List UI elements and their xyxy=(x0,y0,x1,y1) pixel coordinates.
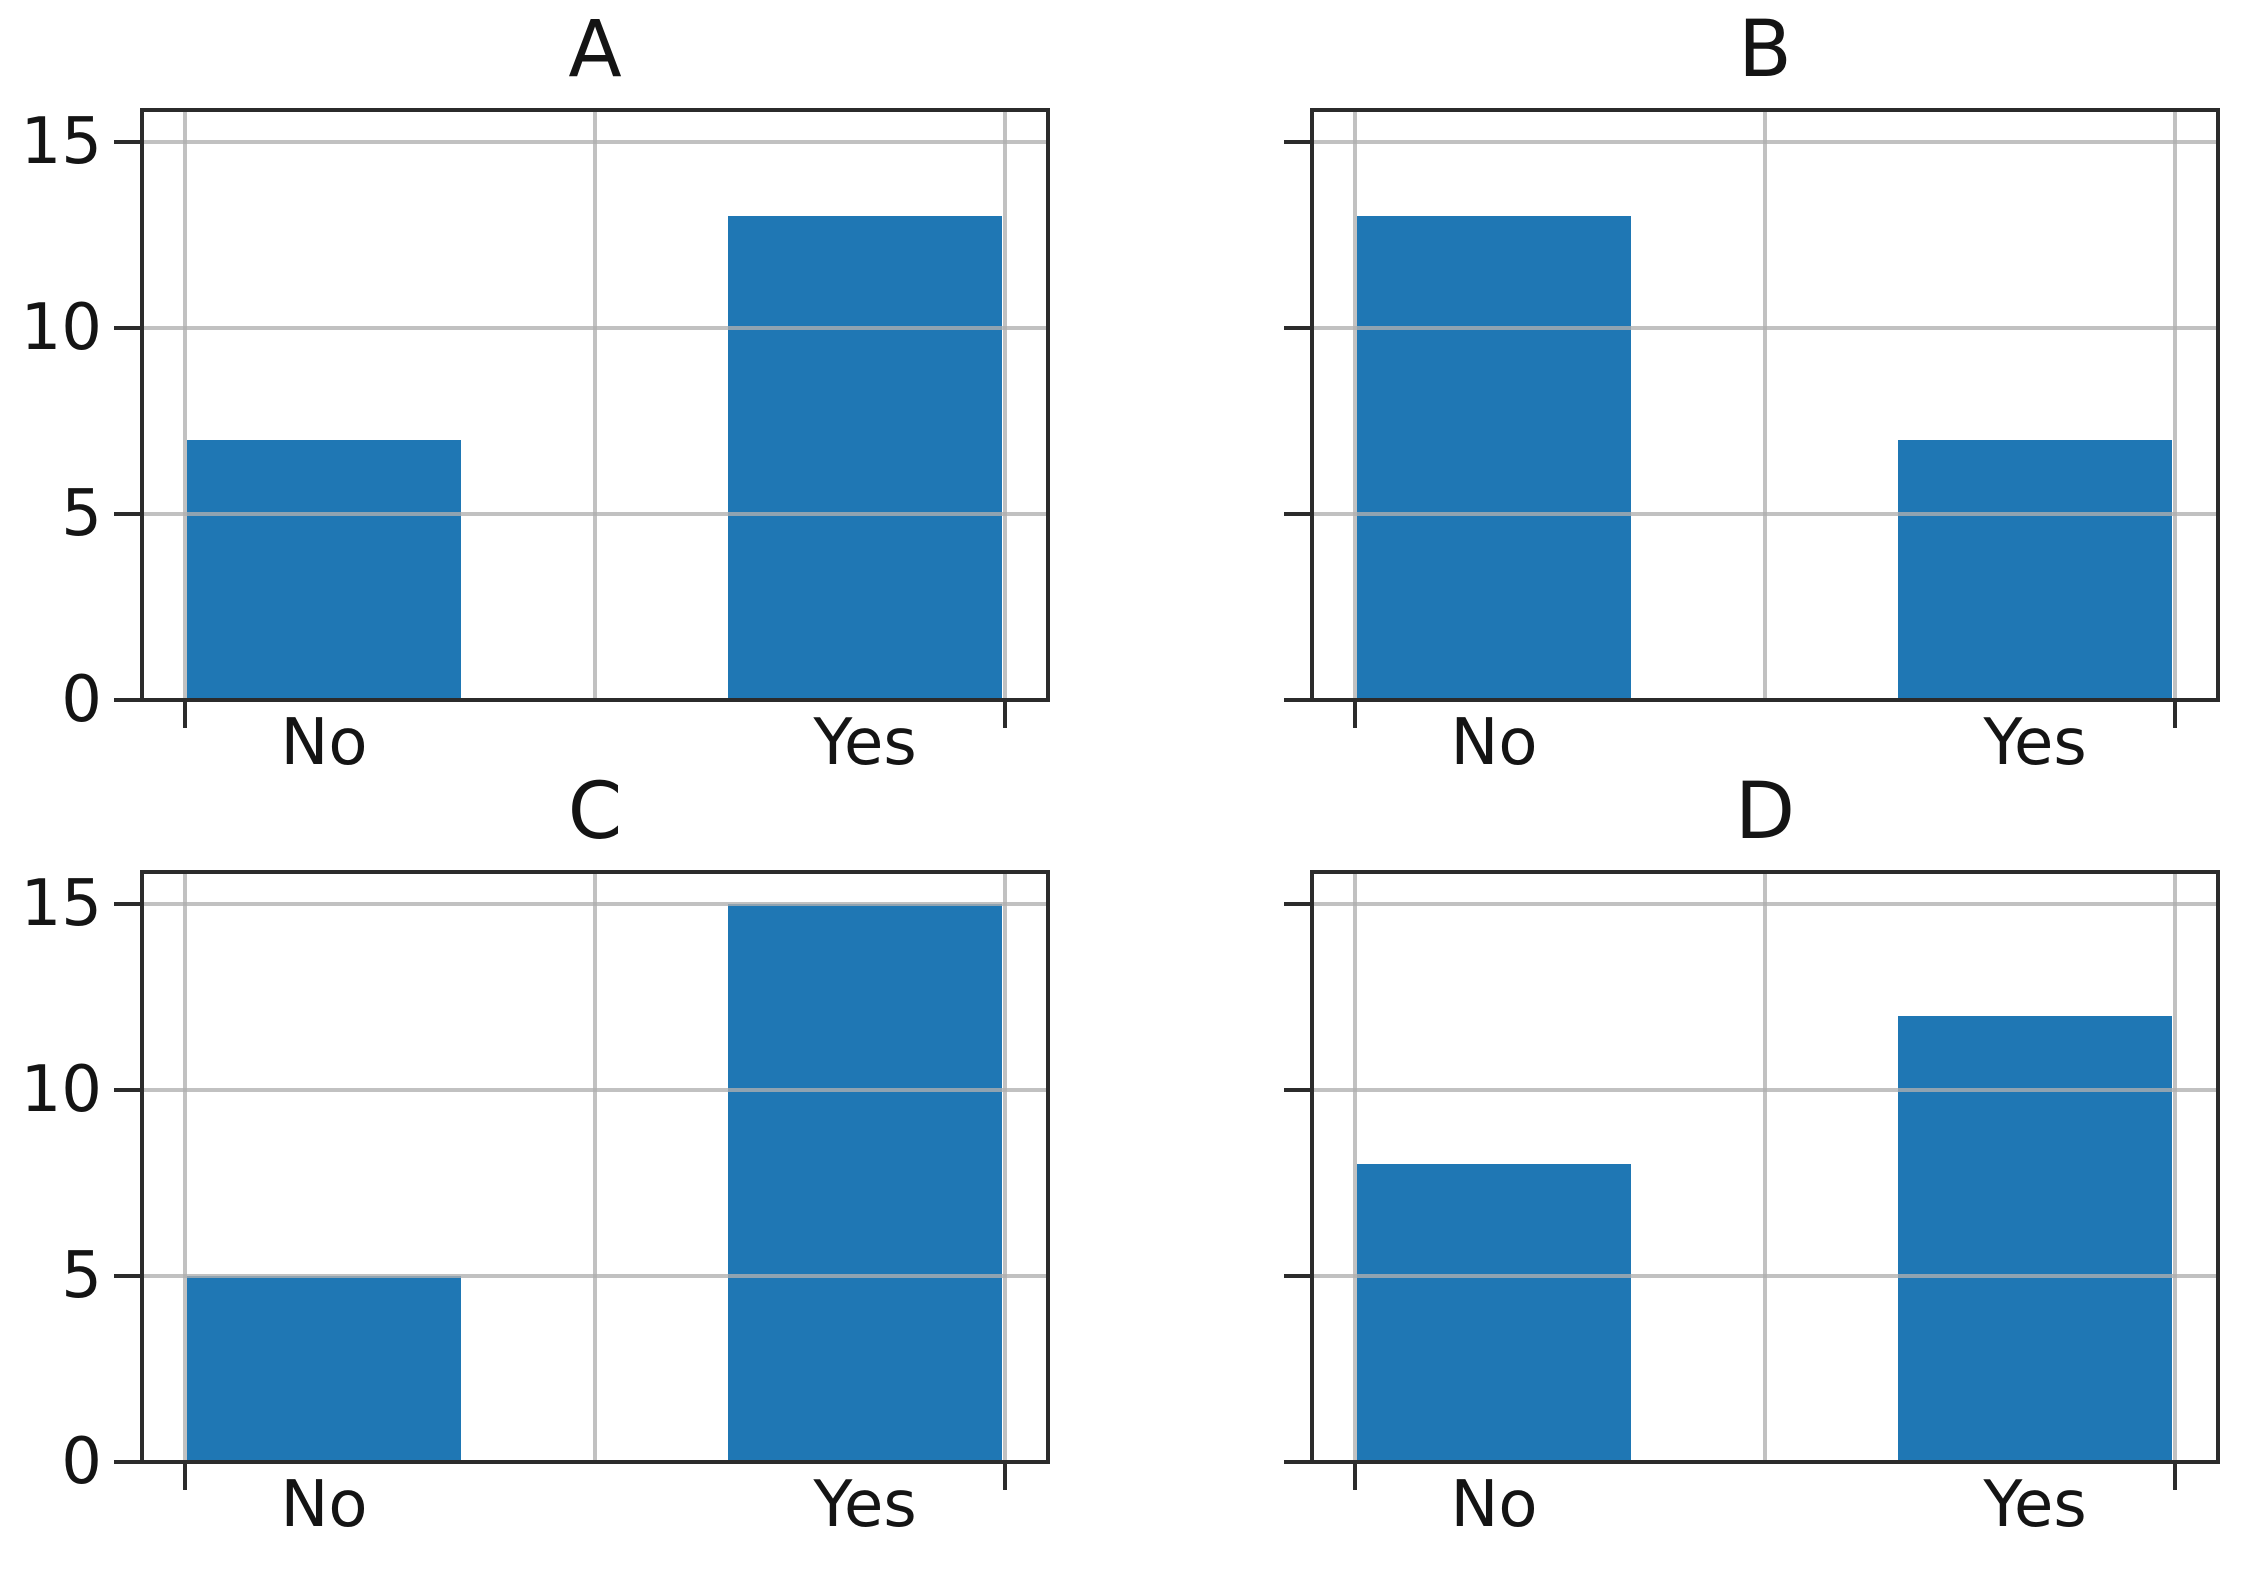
y-tick-mark-10 xyxy=(1284,1088,1310,1092)
y-tick-mark-0 xyxy=(1284,698,1310,702)
x-tick-label-yes: Yes xyxy=(813,706,917,780)
x-tick-mark-1 xyxy=(1003,702,1007,728)
x-tick-mark-0 xyxy=(183,702,187,728)
x-gridline-1 xyxy=(1763,872,1767,1462)
x-gridline-1 xyxy=(593,110,597,700)
y-tick-mark-10 xyxy=(114,1088,140,1092)
y-tick-mark-0 xyxy=(114,698,140,702)
y-tick-label-10: 10 xyxy=(20,1053,102,1127)
y-tick-label-15: 15 xyxy=(20,105,102,179)
x-tick-label-no: No xyxy=(1450,1468,1538,1542)
y-tick-label-5: 5 xyxy=(61,1239,102,1313)
x-tick-mark-0 xyxy=(1353,702,1357,728)
bar-no xyxy=(1357,1164,1631,1462)
y-tick-label-5: 5 xyxy=(61,477,102,551)
y-tick-mark-15 xyxy=(114,140,140,144)
subplot-c: C No Yes 0 5 10 15 xyxy=(21,767,1050,1538)
bar-yes xyxy=(728,216,1002,700)
x-tick-label-yes: Yes xyxy=(813,1468,917,1542)
x-tick-label-yes: Yes xyxy=(1983,706,2087,780)
x-gridline-0 xyxy=(1353,872,1357,1462)
y-tick-mark-15 xyxy=(114,902,140,906)
x-gridline-2 xyxy=(1003,872,1007,1462)
y-tick-mark-10 xyxy=(114,326,140,330)
bar-no xyxy=(1357,216,1631,700)
y-tick-mark-5 xyxy=(1284,1274,1310,1278)
bar-yes xyxy=(728,904,1002,1462)
subplot-b: B No Yes xyxy=(1284,5,2220,776)
y-tick-mark-5 xyxy=(114,1274,140,1278)
x-tick-mark-1 xyxy=(2173,702,2177,728)
subplot-a: A No Yes 0 5 10 15 xyxy=(21,5,1050,776)
subplot-b-title: B xyxy=(1738,5,1792,95)
x-gridline-2 xyxy=(2173,872,2177,1462)
y-tick-mark-15 xyxy=(1284,902,1310,906)
y-tick-mark-15 xyxy=(1284,140,1310,144)
y-tick-mark-0 xyxy=(114,1460,140,1464)
subplot-d-plot-area xyxy=(1312,872,2218,1462)
subplot-b-plot-area xyxy=(1312,110,2218,700)
x-tick-mark-0 xyxy=(1353,1464,1357,1490)
bar-no xyxy=(187,1276,461,1462)
bar-yes xyxy=(1898,440,2172,700)
subplot-a-title: A xyxy=(568,5,622,95)
y-tick-label-0: 0 xyxy=(61,1425,102,1499)
x-tick-mark-0 xyxy=(183,1464,187,1490)
subplot-a-plot-area xyxy=(142,110,1048,700)
y-tick-label-10: 10 xyxy=(20,291,102,365)
x-tick-label-yes: Yes xyxy=(1983,1468,2087,1542)
x-gridline-2 xyxy=(1003,110,1007,700)
y-tick-label-15: 15 xyxy=(20,867,102,941)
y-tick-mark-10 xyxy=(1284,326,1310,330)
y-tick-mark-5 xyxy=(1284,512,1310,516)
x-tick-label-no: No xyxy=(280,1468,368,1542)
x-gridline-0 xyxy=(183,110,187,700)
bar-no xyxy=(187,440,461,700)
y-tick-mark-0 xyxy=(1284,1460,1310,1464)
subplot-d-title: D xyxy=(1734,767,1796,857)
y-tick-label-0: 0 xyxy=(61,663,102,737)
x-gridline-1 xyxy=(1763,110,1767,700)
x-tick-mark-1 xyxy=(1003,1464,1007,1490)
x-tick-label-no: No xyxy=(280,706,368,780)
x-tick-mark-1 xyxy=(2173,1464,2177,1490)
x-gridline-0 xyxy=(183,872,187,1462)
x-gridline-1 xyxy=(593,872,597,1462)
x-gridline-0 xyxy=(1353,110,1357,700)
y-tick-mark-5 xyxy=(114,512,140,516)
x-gridline-2 xyxy=(2173,110,2177,700)
bar-yes xyxy=(1898,1016,2172,1462)
subplot-c-plot-area xyxy=(142,872,1048,1462)
x-tick-label-no: No xyxy=(1450,706,1538,780)
subplot-d: D No Yes xyxy=(1284,767,2220,1538)
subplot-c-title: C xyxy=(567,767,623,857)
